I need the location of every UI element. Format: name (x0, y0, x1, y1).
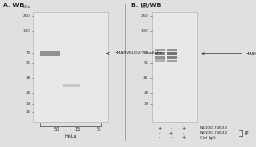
Text: +: + (169, 131, 173, 136)
Text: NB100-74633: NB100-74633 (200, 126, 228, 131)
Text: 28: 28 (143, 91, 148, 95)
Text: ·: · (170, 126, 172, 131)
Text: 15: 15 (74, 127, 81, 132)
Text: +: + (181, 126, 185, 131)
Text: 16: 16 (26, 110, 31, 114)
Bar (155, 56, 165, 59)
Text: A. WB: A. WB (3, 3, 24, 8)
Bar (33, 12, 108, 122)
Text: 130: 130 (23, 29, 31, 33)
Text: ·: · (170, 135, 172, 140)
Text: ·: · (183, 131, 184, 136)
Bar (40, 51, 60, 56)
Text: 26: 26 (25, 91, 31, 95)
Bar (167, 52, 177, 55)
Text: 51: 51 (143, 61, 148, 65)
Text: ·: · (158, 135, 160, 140)
Bar (152, 12, 197, 122)
Text: 50: 50 (54, 127, 60, 132)
Text: HeLa: HeLa (64, 134, 77, 139)
Text: ·: · (158, 131, 160, 136)
Text: 250: 250 (141, 14, 148, 18)
Text: kDa: kDa (23, 5, 31, 9)
Text: NB100-74632: NB100-74632 (200, 131, 228, 135)
Text: 70: 70 (143, 51, 148, 55)
Bar (167, 49, 177, 51)
Text: 5: 5 (96, 127, 100, 132)
Text: +: + (181, 135, 185, 140)
Bar (167, 60, 177, 62)
Text: Ctrl IgG: Ctrl IgG (200, 136, 215, 140)
Text: •MARVELD2/Tricellulin: •MARVELD2/Tricellulin (246, 52, 256, 56)
Text: kDa: kDa (141, 5, 148, 9)
Bar (155, 59, 165, 62)
Text: 19: 19 (143, 102, 148, 106)
Text: 38: 38 (143, 76, 148, 80)
Bar (155, 52, 165, 55)
Text: IP: IP (244, 131, 249, 136)
Text: +: + (157, 126, 161, 131)
Text: B. IP/WB: B. IP/WB (131, 3, 161, 8)
Bar (155, 49, 165, 51)
Bar (63, 84, 80, 87)
Bar (167, 56, 177, 59)
Text: 250: 250 (23, 14, 31, 18)
Text: 51: 51 (26, 61, 31, 65)
Text: 70: 70 (25, 51, 31, 55)
Text: •MARVELD2/Tricellulin: •MARVELD2/Tricellulin (114, 51, 162, 55)
Text: 130: 130 (141, 29, 148, 33)
Text: 19: 19 (26, 102, 31, 106)
Text: 38: 38 (25, 76, 31, 80)
